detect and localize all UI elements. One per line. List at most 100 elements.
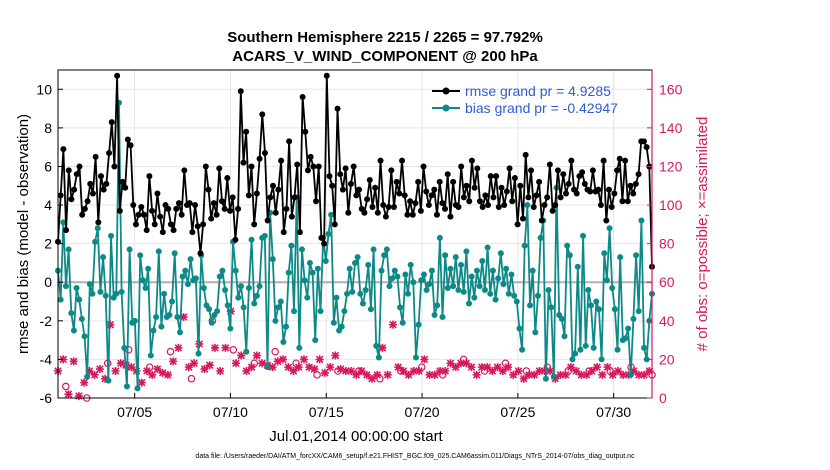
bias-point xyxy=(65,246,72,253)
bias-point xyxy=(362,286,369,293)
bias-point xyxy=(630,315,637,322)
bias-point xyxy=(492,296,499,303)
obs-assimilated-point xyxy=(200,365,209,374)
obs-assimilated-point xyxy=(305,363,314,372)
rmse-point xyxy=(390,203,397,210)
bias-point xyxy=(126,246,133,253)
rmse-point xyxy=(337,171,344,178)
obs-assimilated-point xyxy=(535,366,544,375)
rmse-point xyxy=(138,203,145,210)
rmse-point xyxy=(229,194,236,201)
rmse-point xyxy=(154,190,161,197)
obs-assimilated-point xyxy=(498,366,507,375)
rmse-point xyxy=(490,194,497,201)
bias-point xyxy=(588,302,595,309)
bias-point xyxy=(296,344,303,351)
bias-point xyxy=(460,288,467,295)
rmse-point xyxy=(479,203,486,210)
y-left-tick-label: -4 xyxy=(40,351,53,367)
rmse-point xyxy=(339,186,346,193)
rmse-point xyxy=(243,128,250,135)
obs-assimilated-point xyxy=(404,370,413,379)
rmse-point xyxy=(165,205,172,212)
bias-point xyxy=(511,292,518,299)
obs-assimilated-point xyxy=(111,366,120,375)
obs-assimilated-point xyxy=(211,343,220,352)
obs-assimilated-point xyxy=(540,366,549,375)
rmse-point xyxy=(232,236,239,243)
bias-point xyxy=(97,288,104,295)
bias-point xyxy=(84,373,91,380)
rmse-point xyxy=(98,173,105,180)
obs-assimilated-point xyxy=(477,363,486,372)
bias-point xyxy=(389,275,396,282)
y-right-tick-label: 40 xyxy=(659,313,675,329)
rmse-point xyxy=(530,203,537,210)
obs-assimilated-point xyxy=(640,370,649,379)
rmse-point xyxy=(482,192,489,199)
bias-point xyxy=(450,283,457,290)
y-right-tick-label: 100 xyxy=(659,197,683,213)
y-right-tick-label: 60 xyxy=(659,274,675,290)
bias-point xyxy=(166,312,173,319)
obs-assimilated-point xyxy=(231,359,240,368)
rmse-point xyxy=(485,202,492,209)
rmse-point xyxy=(442,205,449,212)
rmse-point xyxy=(108,119,115,126)
rmse-point xyxy=(323,72,330,79)
rmse-point xyxy=(495,203,502,210)
rmse-point xyxy=(415,178,422,185)
y-right-tick-label: 120 xyxy=(659,158,683,174)
rmse-point xyxy=(611,190,618,197)
rmse-point xyxy=(278,157,285,164)
bias-point xyxy=(338,323,345,330)
rmse-point xyxy=(533,192,540,199)
bias-point xyxy=(489,267,496,274)
chart-title: Southern Hemisphere 2215 / 2265 = 97.792… xyxy=(227,29,543,46)
bias-point xyxy=(473,267,480,274)
obs-assimilated-point xyxy=(74,392,83,401)
bias-point xyxy=(269,256,276,263)
obs-assimilated-point xyxy=(467,363,476,372)
bias-point xyxy=(317,308,324,315)
obs-assimilated-point xyxy=(514,366,523,375)
rmse-point xyxy=(420,163,427,170)
bias-point xyxy=(344,290,351,297)
rmse-point xyxy=(89,190,96,197)
rmse-point xyxy=(428,192,435,199)
rmse-point xyxy=(439,200,446,207)
rmse-point xyxy=(396,190,403,197)
bias-point xyxy=(635,308,642,315)
bias-point xyxy=(145,265,152,272)
bias-point xyxy=(86,281,93,288)
obs-assimilated-point xyxy=(169,357,178,366)
bias-point xyxy=(550,373,557,380)
rmse-point xyxy=(200,221,207,228)
bias-point xyxy=(558,315,565,322)
rmse-point xyxy=(100,186,107,193)
bias-point xyxy=(513,298,520,305)
rmse-point xyxy=(347,180,354,187)
bias-point xyxy=(405,290,412,297)
bias-point xyxy=(452,254,459,261)
bias-point xyxy=(466,300,473,307)
obs-assimilated-point xyxy=(556,370,565,379)
bias-point xyxy=(505,290,512,297)
rmse-point xyxy=(170,227,177,234)
obs-assimilated-point xyxy=(577,370,586,379)
bias-point xyxy=(176,329,183,336)
rmse-point xyxy=(291,194,298,201)
obs-assimilated-point xyxy=(221,343,230,352)
rmse-point xyxy=(124,136,131,143)
bias-point xyxy=(195,350,202,357)
rmse-point xyxy=(417,207,424,214)
rmse-point xyxy=(425,202,432,209)
rmse-point xyxy=(106,149,113,156)
obs-assimilated-point xyxy=(446,359,455,368)
bias-point xyxy=(418,277,425,284)
bias-point xyxy=(391,267,398,274)
bias-point xyxy=(219,267,226,274)
rmse-point xyxy=(116,207,123,214)
bias-point xyxy=(625,325,632,332)
obs-assimilated-point xyxy=(137,378,146,387)
